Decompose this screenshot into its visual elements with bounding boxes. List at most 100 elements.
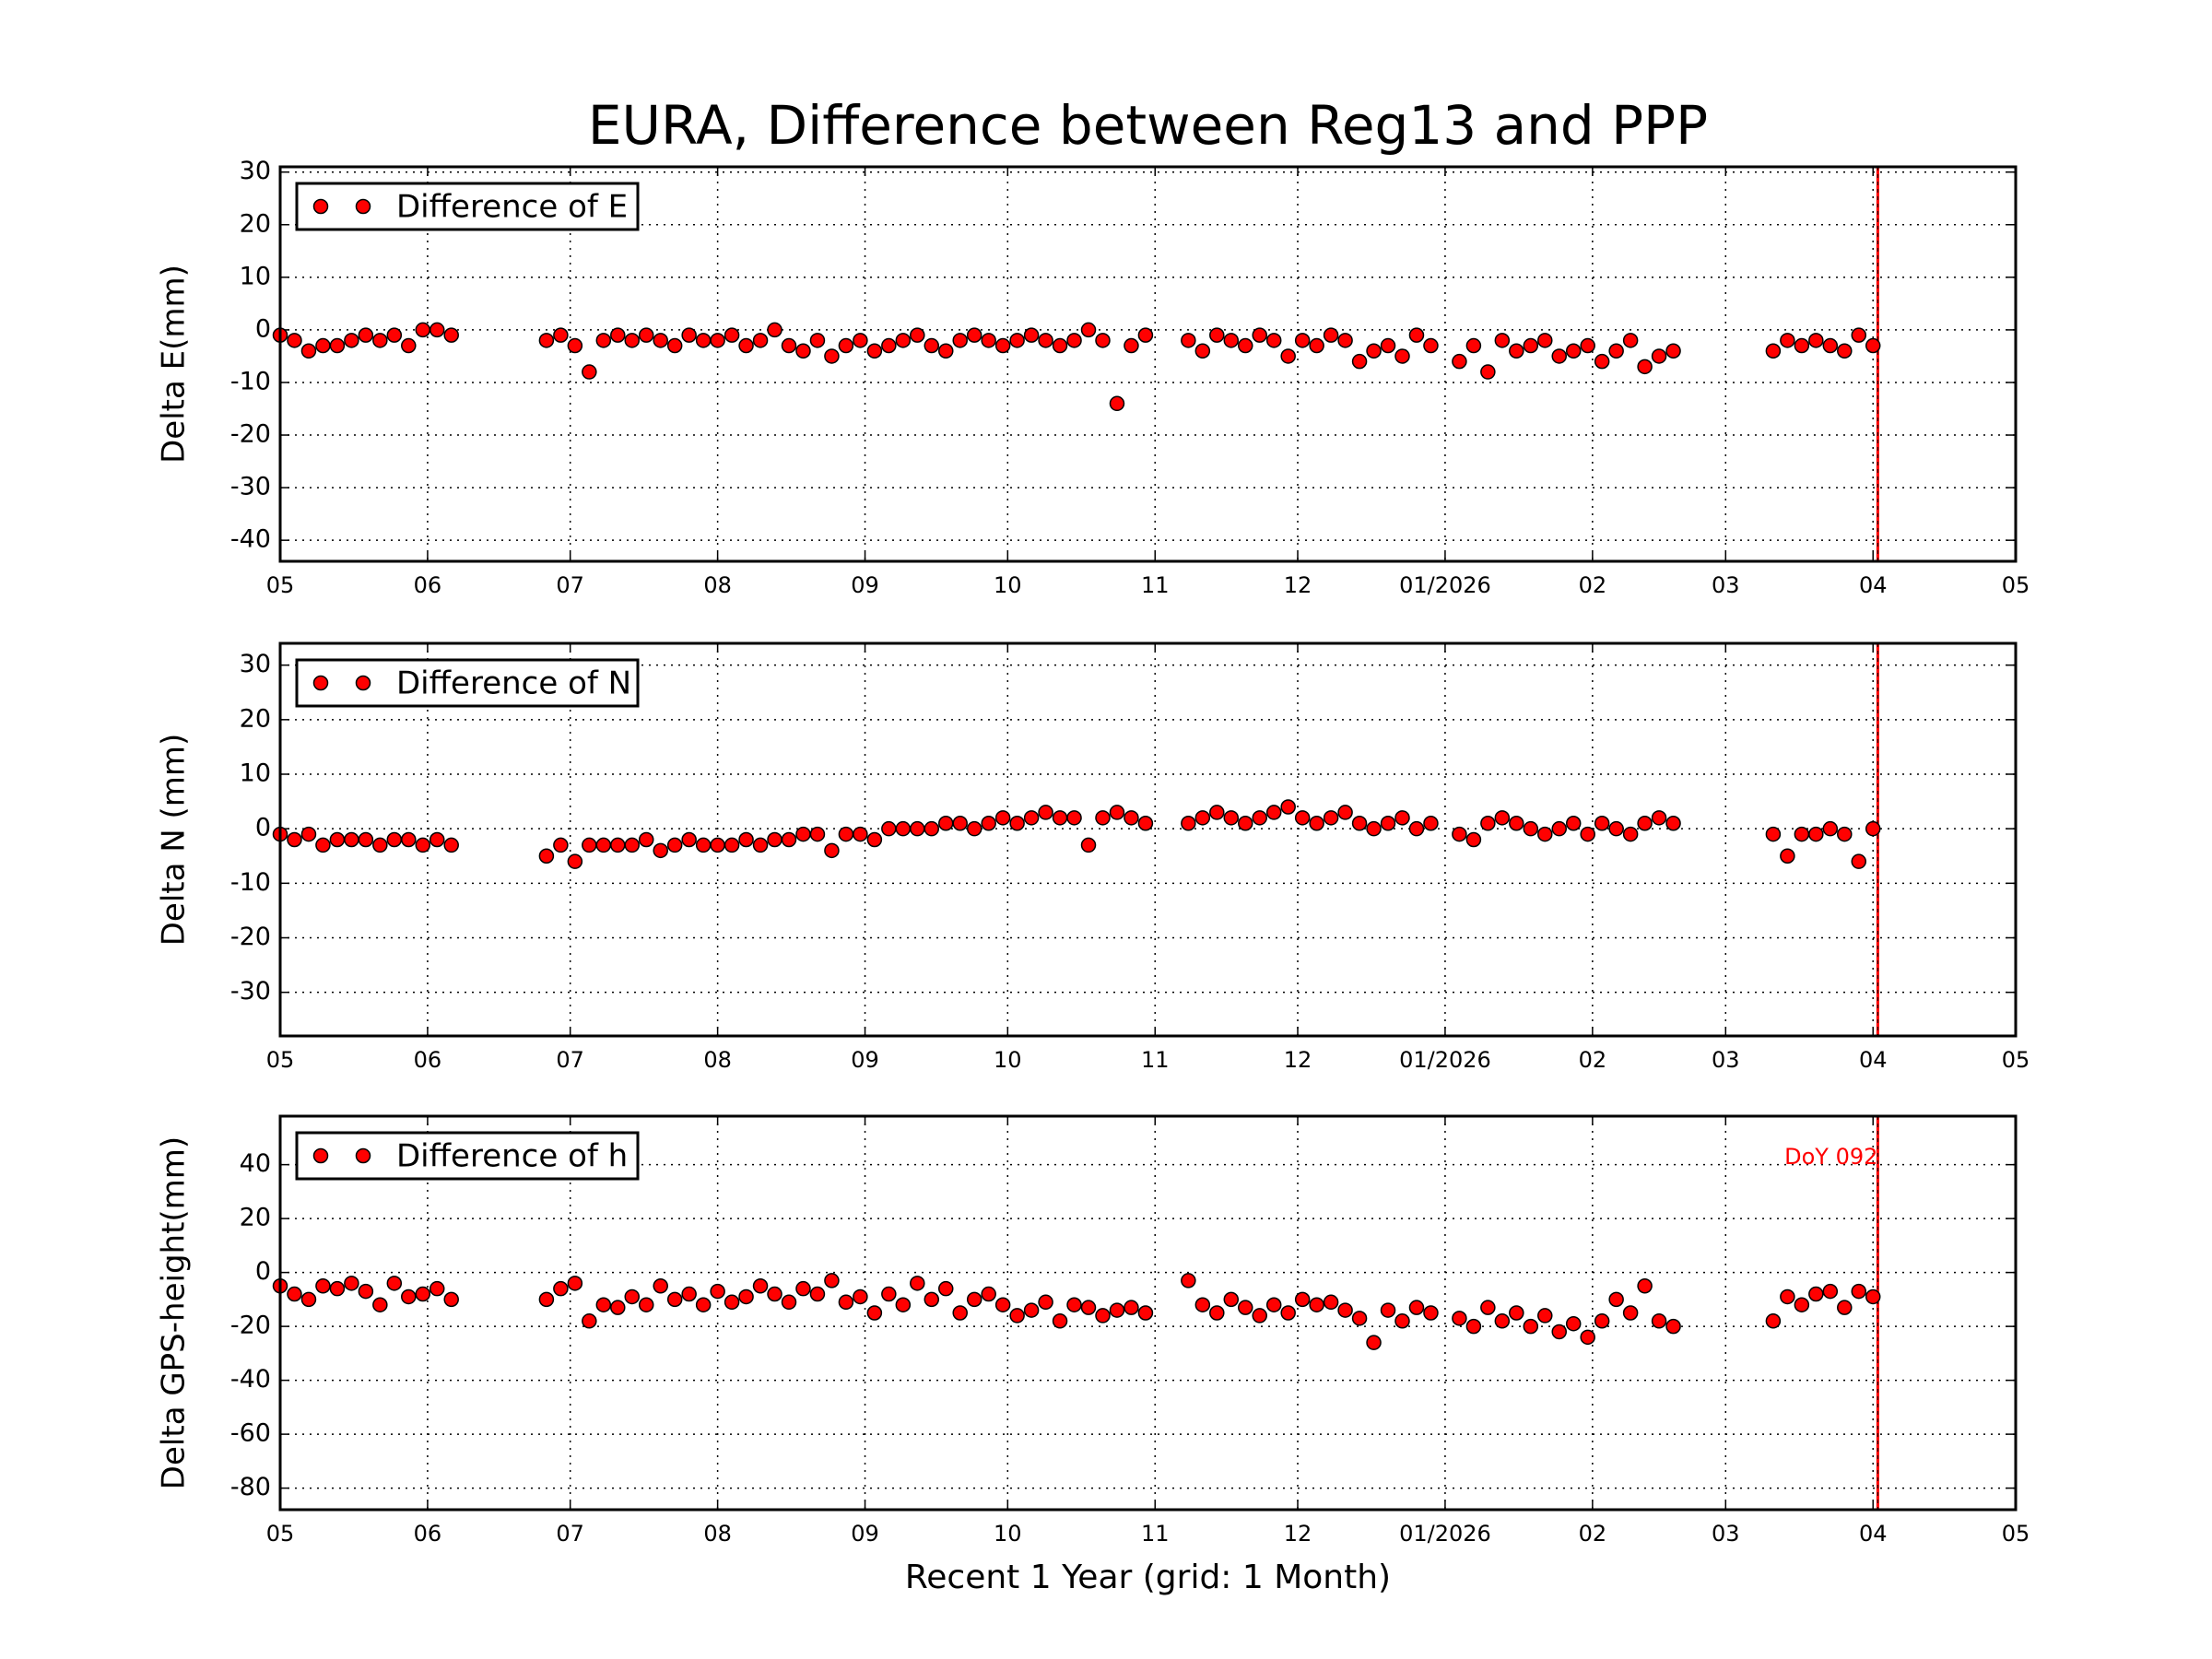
data-point <box>1294 1291 1311 1308</box>
data-point <box>824 842 840 859</box>
data-point <box>653 1278 668 1294</box>
data-point <box>795 826 811 842</box>
x-tick-label: 11 <box>1141 1521 1170 1547</box>
data-point <box>1465 1318 1482 1335</box>
data-point <box>415 322 431 338</box>
data-point <box>767 322 782 338</box>
data-point <box>1137 327 1154 343</box>
data-point <box>1780 848 1795 864</box>
x-tick-label: 12 <box>1284 1047 1312 1073</box>
data-point <box>1366 820 1382 837</box>
data-point <box>1038 333 1053 348</box>
x-tick-label: 05 <box>266 1047 295 1073</box>
x-tick-label: 01/2026 <box>1399 1047 1491 1073</box>
data-point <box>666 837 683 853</box>
data-point <box>838 337 854 354</box>
data-point <box>1608 820 1624 837</box>
y-tick-label: 40 <box>240 1149 271 1178</box>
data-point <box>853 333 868 348</box>
data-point <box>624 333 641 348</box>
data-point <box>1837 826 1853 842</box>
y-tick-label: -20 <box>230 420 271 449</box>
data-point <box>853 1288 868 1305</box>
y-tick-label: 20 <box>240 209 271 238</box>
data-point <box>567 1276 583 1291</box>
x-tick-label: 04 <box>1859 1521 1888 1547</box>
x-tick-label: 06 <box>414 572 442 598</box>
y-tick-label: 20 <box>240 1204 271 1232</box>
data-point <box>1408 327 1425 343</box>
data-point <box>1337 333 1353 348</box>
data-point <box>1537 826 1553 842</box>
legend-marker <box>312 1147 329 1164</box>
legend-marker <box>355 1147 371 1164</box>
data-point <box>895 333 912 348</box>
legend-marker <box>312 675 329 691</box>
data-point <box>1851 853 1867 869</box>
data-point <box>767 831 782 848</box>
data-point <box>386 1276 403 1291</box>
data-point <box>1238 1300 1253 1315</box>
data-point <box>838 826 854 842</box>
data-point <box>1052 337 1068 354</box>
legend: Difference of h <box>295 1131 640 1181</box>
data-point <box>1537 1308 1553 1324</box>
data-point <box>1465 337 1482 354</box>
data-point <box>1580 1329 1595 1346</box>
data-point <box>724 327 740 343</box>
data-point <box>981 333 996 348</box>
data-point <box>866 831 883 848</box>
data-point <box>1523 337 1539 354</box>
data-point <box>1194 1297 1211 1312</box>
data-point <box>1651 810 1667 826</box>
data-point <box>1309 337 1324 354</box>
data-point <box>1066 810 1082 826</box>
data-point <box>1023 810 1040 826</box>
data-point <box>1124 810 1139 826</box>
data-point <box>966 1291 982 1308</box>
data-point <box>1238 337 1253 354</box>
data-point <box>1423 337 1439 354</box>
y-tick-label: 0 <box>255 314 271 343</box>
data-point <box>610 1300 626 1315</box>
data-point <box>315 337 331 354</box>
data-point <box>1265 805 1282 820</box>
data-point <box>1095 333 1111 348</box>
data-point <box>1822 337 1839 354</box>
x-tick-label: 10 <box>994 1047 1022 1073</box>
legend-box <box>295 658 640 708</box>
data-point <box>401 831 417 848</box>
data-point <box>610 837 626 853</box>
data-point <box>553 327 569 343</box>
x-tick-label: 08 <box>703 572 732 598</box>
legend-box <box>295 1131 640 1181</box>
data-point <box>781 831 797 848</box>
data-point <box>1794 337 1810 354</box>
data-point <box>994 337 1011 354</box>
x-tick-label: 02 <box>1579 572 1607 598</box>
x-tick-label: 01/2026 <box>1399 1521 1491 1547</box>
data-point <box>1465 831 1482 848</box>
data-point <box>1394 348 1410 364</box>
data-point <box>1594 816 1610 831</box>
data-point <box>1038 1294 1053 1311</box>
data-point <box>952 1305 968 1321</box>
data-point <box>937 816 954 831</box>
y-tick-label: -40 <box>230 1365 271 1394</box>
data-point <box>881 1286 897 1302</box>
data-point <box>401 337 417 354</box>
data-point <box>824 348 840 364</box>
data-point <box>1066 1297 1082 1312</box>
data-point <box>1452 826 1467 842</box>
data-point <box>752 333 769 348</box>
data-point <box>795 343 811 359</box>
data-point <box>1181 1273 1196 1288</box>
data-point <box>695 333 712 348</box>
data-point <box>1765 1313 1782 1329</box>
data-point <box>1124 1300 1139 1315</box>
data-point <box>1209 805 1225 820</box>
data-point <box>710 1283 725 1300</box>
data-point <box>443 837 459 853</box>
x-tick-label: 08 <box>703 1521 732 1547</box>
y-tick-label: 0 <box>255 1257 271 1286</box>
